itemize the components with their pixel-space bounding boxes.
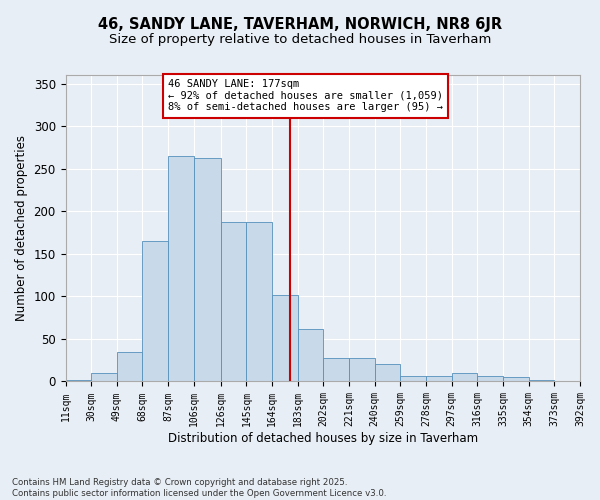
X-axis label: Distribution of detached houses by size in Taverham: Distribution of detached houses by size … xyxy=(168,432,478,445)
Bar xyxy=(221,222,247,382)
Bar xyxy=(375,364,400,382)
Text: Contains HM Land Registry data © Crown copyright and database right 2025.
Contai: Contains HM Land Registry data © Crown c… xyxy=(12,478,386,498)
Bar xyxy=(194,158,221,382)
Bar xyxy=(91,373,117,382)
Bar xyxy=(298,328,323,382)
Bar xyxy=(168,156,194,382)
Bar xyxy=(349,358,375,382)
Y-axis label: Number of detached properties: Number of detached properties xyxy=(15,135,28,321)
Bar xyxy=(400,376,426,382)
Text: 46 SANDY LANE: 177sqm
← 92% of detached houses are smaller (1,059)
8% of semi-de: 46 SANDY LANE: 177sqm ← 92% of detached … xyxy=(168,80,443,112)
Bar xyxy=(554,380,580,382)
Bar xyxy=(65,380,91,382)
Bar xyxy=(117,352,142,382)
Bar xyxy=(426,376,452,382)
Bar xyxy=(478,376,503,382)
Bar xyxy=(529,380,554,382)
Bar xyxy=(323,358,349,382)
Bar xyxy=(142,241,168,382)
Bar xyxy=(452,373,478,382)
Text: Size of property relative to detached houses in Taverham: Size of property relative to detached ho… xyxy=(109,32,491,46)
Bar xyxy=(503,377,529,382)
Bar xyxy=(247,222,272,382)
Bar xyxy=(272,296,298,382)
Text: 46, SANDY LANE, TAVERHAM, NORWICH, NR8 6JR: 46, SANDY LANE, TAVERHAM, NORWICH, NR8 6… xyxy=(98,18,502,32)
